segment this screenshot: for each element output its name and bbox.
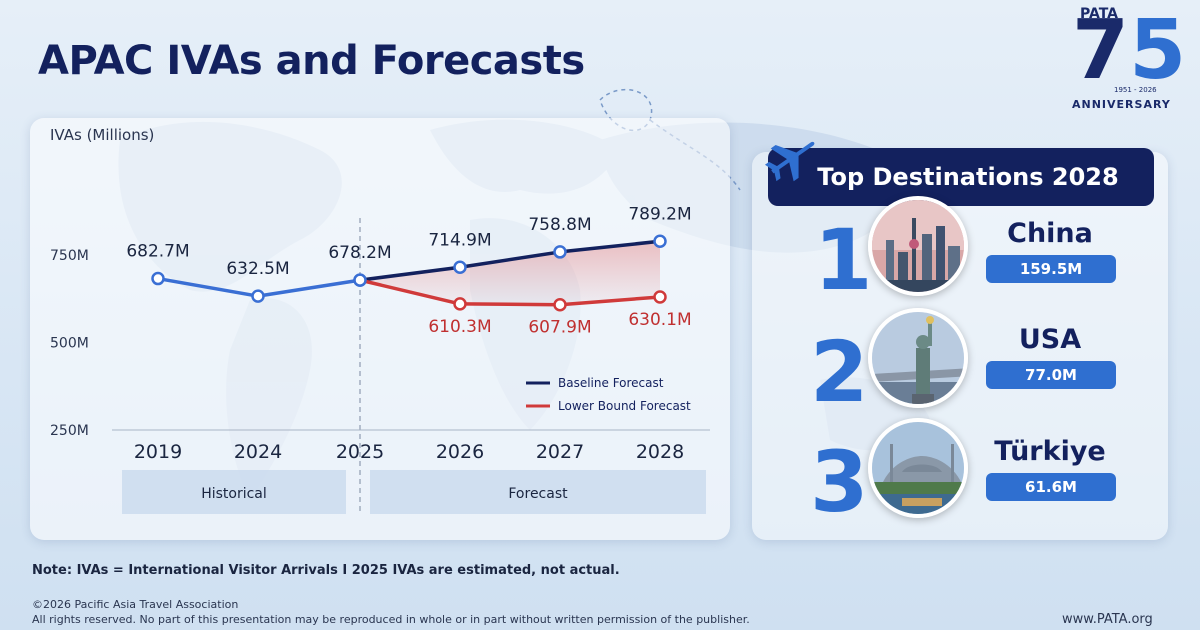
destinations-header: Top Destinations 2028 <box>768 148 1154 206</box>
data-point <box>353 273 367 287</box>
y-tick-label: 750M <box>50 248 89 264</box>
logo-number-seven: 7 <box>1072 3 1130 98</box>
x-tick-label: 2025 <box>336 441 384 463</box>
y-tick-label: 500M <box>50 336 89 352</box>
data-label: 630.1M <box>628 310 691 330</box>
website-link[interactable]: www.PATA.org <box>1062 612 1153 627</box>
data-point <box>151 271 165 286</box>
destination-photo-china <box>868 196 968 296</box>
destination-value-badge: 159.5M <box>986 255 1116 283</box>
pata-75-anniversary-logo: 75 PATA 1951 - 2026 ANNIVERSARY <box>1062 3 1186 118</box>
legend-label: Baseline Forecast <box>558 376 664 390</box>
data-label: 632.5M <box>226 259 289 279</box>
x-tick-label: 2026 <box>436 441 484 463</box>
data-point <box>453 260 467 275</box>
section-label: Forecast <box>508 486 568 502</box>
x-tick-label: 2024 <box>234 441 282 463</box>
data-point <box>653 234 667 249</box>
x-tick-label: 2028 <box>636 441 684 463</box>
destination-photo-turkiye <box>868 418 968 518</box>
rights-notice: All rights reserved. No part of this pre… <box>32 613 750 626</box>
legend-label: Lower Bound Forecast <box>558 399 691 413</box>
data-label: 610.3M <box>428 317 491 337</box>
data-point <box>553 297 567 312</box>
page-title: APAC IVAs and Forecasts <box>38 38 585 84</box>
series-line <box>359 278 661 307</box>
x-tick-label: 2027 <box>536 441 584 463</box>
data-point <box>453 297 467 311</box>
rank-number: 3 <box>810 433 869 531</box>
copyright: ©2026 Pacific Asia Travel Association <box>32 598 239 611</box>
series-line <box>359 239 661 282</box>
x-tick-label: 2019 <box>134 441 182 463</box>
data-point <box>653 290 667 304</box>
section-band <box>122 470 346 514</box>
logo-number-five: 5 <box>1129 3 1187 98</box>
y-axis-label: IVAs (Millions) <box>50 126 155 144</box>
data-point <box>553 245 567 259</box>
data-label: 682.7M <box>126 242 189 262</box>
destination-country: China <box>1007 218 1093 249</box>
destination-country: Türkiye <box>994 436 1106 467</box>
logo-brand: PATA <box>1080 6 1119 22</box>
data-point <box>251 289 265 303</box>
y-tick-label: 250M <box>50 423 89 439</box>
destination-country: USA <box>1018 324 1082 355</box>
chart-card: IVAs (Millions) 250M 500M 750M 2019 2024 2025… <box>30 118 730 540</box>
destination-value-badge: 77.0M <box>986 361 1116 389</box>
forecast-range-area <box>360 241 660 305</box>
line-chart: 250M 500M 750M 2019 2024 2025 2026 2027 2028 Hist… <box>50 204 710 514</box>
data-label: 678.2M <box>328 243 391 263</box>
logo-years: 1951 - 2026 <box>1114 86 1157 94</box>
data-label: 789.2M <box>628 204 691 224</box>
airplane-icon <box>764 141 815 182</box>
data-label: 758.8M <box>528 215 591 235</box>
destination-value-badge: 61.6M <box>986 473 1116 501</box>
logo-anniversary: ANNIVERSARY <box>1072 98 1171 111</box>
footnote: Note: IVAs = International Visitor Arriv… <box>32 563 620 578</box>
section-band <box>370 470 706 514</box>
data-label: 714.9M <box>428 230 491 250</box>
rank-number: 2 <box>810 323 869 421</box>
rank-number: 1 <box>814 211 873 309</box>
data-label: 607.9M <box>528 318 591 338</box>
destination-photo-usa <box>868 308 968 408</box>
section-label: Historical <box>201 486 267 502</box>
